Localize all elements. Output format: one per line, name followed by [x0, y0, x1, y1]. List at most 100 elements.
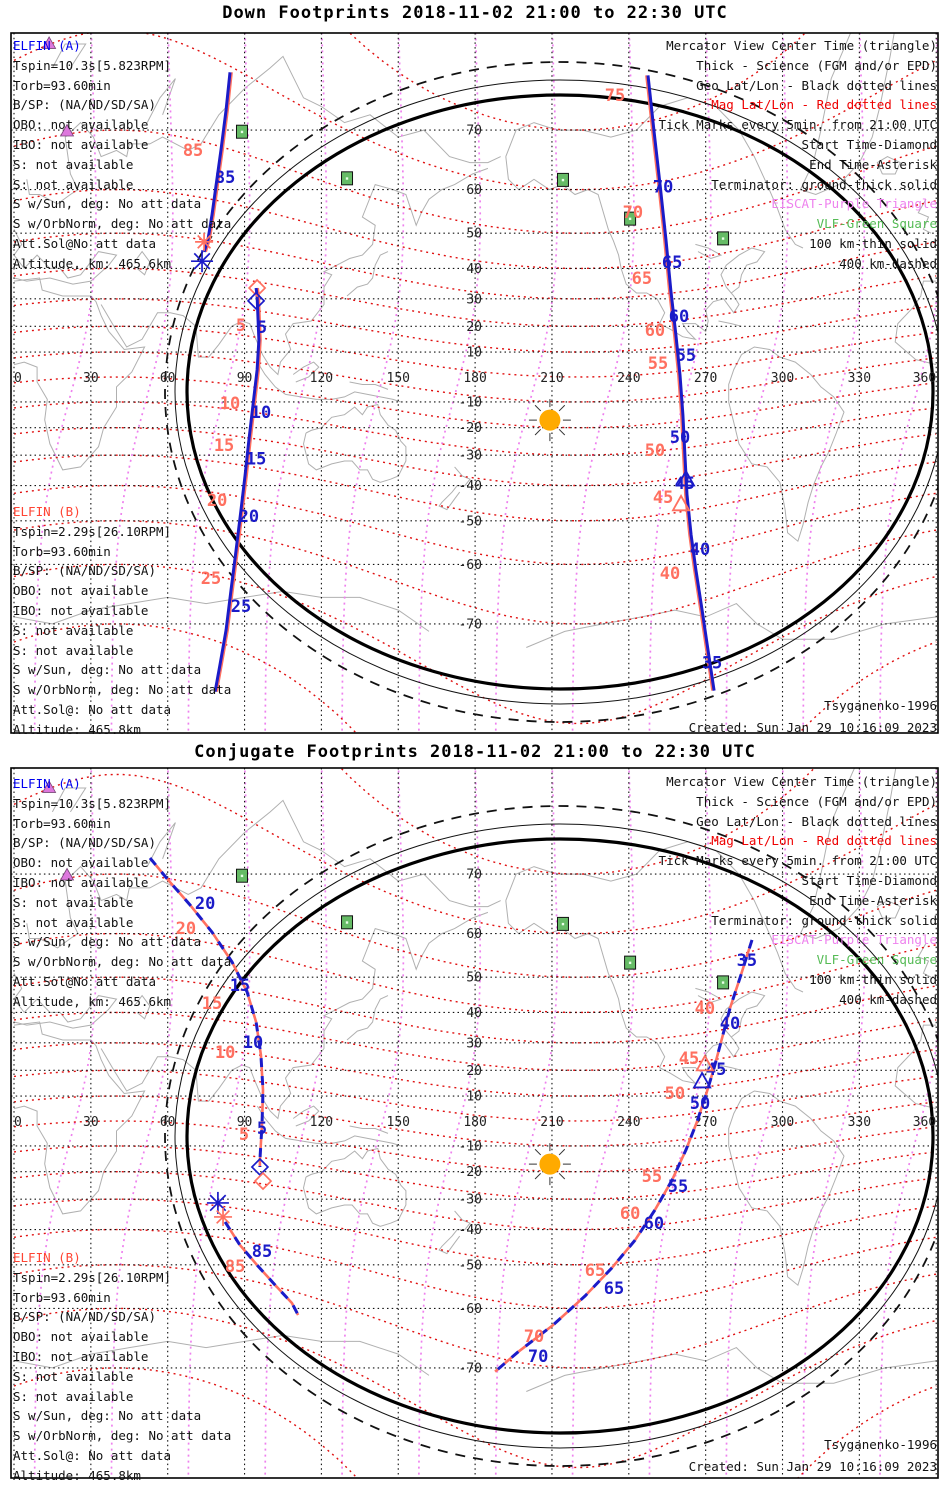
- legend-line: EISCAT-Purple Triangle: [771, 932, 937, 948]
- legend-line: 100 km-thin solid: [809, 235, 937, 251]
- elfin-a-info-conjugate: ELFIN (A) Tspin=10.3s[5.823RPM] Torb=93.60…: [13, 774, 231, 1012]
- info-line: Tspin=10.3s[5.823RPM]: [13, 795, 172, 811]
- tick-minute-label-blue: 50: [670, 428, 690, 448]
- lon-tick-label: 30: [83, 371, 99, 386]
- legend-line: 100 km-thin solid: [809, 971, 937, 987]
- legend-line: Tick Marks every 5min. from 21:00 UTC: [658, 853, 937, 869]
- vlf-site-square: [624, 211, 637, 226]
- vlf-site-square: [717, 975, 730, 990]
- lon-tick-label: 270: [694, 1115, 717, 1130]
- elfin-b-info-down: ELFIN (B) Tspin=2.29s[26.10RPM] Torb=93.60…: [13, 502, 231, 740]
- credit-conjugate: Tsyganenko-1996 Created: Sun Jan 29 10:16…: [689, 1434, 937, 1477]
- tick-minute-label-red: 15: [202, 994, 222, 1014]
- tick-minute-label-blue: 50: [690, 1094, 710, 1114]
- lat-tick-label: 30: [466, 292, 482, 307]
- tick-minute-label-blue: 35: [702, 654, 722, 674]
- info-line: Altitude, km: 465.6km: [13, 993, 172, 1009]
- legend-line: Geo Lat/Lon - Black dotted lines: [696, 813, 937, 829]
- info-line: IBO: not available: [13, 874, 149, 890]
- info-line: Altitude, km: 465.6km: [13, 255, 172, 271]
- lon-tick-label: 90: [237, 1115, 253, 1130]
- lat-tick-label: -10: [459, 1139, 482, 1154]
- tick-minute-label-red: 65: [585, 1261, 605, 1281]
- tick-minute-label-blue: 55: [668, 1177, 688, 1197]
- legend-line: Terminator: ground-thick solid: [711, 176, 937, 192]
- lat-tick-label: 30: [466, 1036, 482, 1051]
- lon-tick-label: 210: [540, 1115, 563, 1130]
- eiscat-site-triangle: [59, 123, 75, 137]
- asterisk-marker-red: [214, 1207, 233, 1226]
- tick-minute-label-red: 45: [679, 1049, 699, 1069]
- tick-minute-label-red: 40: [660, 564, 680, 584]
- sun-icon: [528, 399, 571, 442]
- info-line: Att.Sol@: No att data: [13, 701, 172, 717]
- lat-tick-label: 60: [466, 927, 482, 942]
- info-line: ELFIN (A): [13, 776, 81, 791]
- info-line: Tspin=2.29s[26.10RPM]: [13, 1269, 172, 1285]
- lat-tick-label: 70: [466, 868, 482, 883]
- credit-line: Tsyganenko-1996: [824, 698, 937, 713]
- info-line: Torb=93.60min: [13, 543, 111, 559]
- info-line: S: not available: [13, 1388, 134, 1404]
- lat-tick-label: 60: [466, 183, 482, 198]
- info-line: IBO: not available: [13, 136, 149, 152]
- tick-minute-label-red: 70: [524, 1327, 544, 1347]
- info-line: B/SP: (NA/ND/SD/SA): [13, 835, 156, 851]
- lat-tick-label: 20: [466, 1064, 482, 1079]
- vlf-site-square: [341, 915, 354, 930]
- triangle-marker-blue: [676, 469, 696, 487]
- legend-line: End Time-Asterisk: [809, 892, 937, 908]
- tick-minute-label-blue: 65: [662, 253, 682, 273]
- coastlines: [13, 33, 937, 648]
- vlf-site-square: [341, 171, 354, 186]
- tick-minute-label-red: 5: [236, 316, 246, 336]
- lat-tick-label: -20: [459, 1165, 482, 1180]
- terminator-100km: [174, 823, 938, 1449]
- info-line: S: not available: [13, 642, 134, 658]
- lat-tick-label: 20: [466, 320, 482, 335]
- grid-labels: 70 60 50 40 30 20 10 -10 -20 -30 -40 -50 -60 -70 0 30 60…: [14, 868, 936, 1377]
- info-line: S w/Sun, deg: No att data: [13, 196, 202, 212]
- panel-border-down: [10, 32, 939, 734]
- asterisk-marker-red: [195, 232, 214, 251]
- tick-minute-label-red: 70: [623, 203, 643, 223]
- tick-minute-label-red: 50: [645, 441, 665, 461]
- info-line: Torb=93.60min: [13, 815, 111, 831]
- tick-minute-label-blue: 85: [252, 1242, 272, 1262]
- tick-minute-label-red: 10: [215, 1043, 235, 1063]
- triangle-marker-red: [695, 1054, 715, 1072]
- tick-minute-label-blue: 15: [246, 449, 266, 469]
- diamond-marker-red: [247, 278, 267, 298]
- legend-line: Mercator View Center Time (triangle): [666, 38, 937, 53]
- diamond-marker-blue: [246, 291, 266, 311]
- tick-minute-label-blue: 45: [706, 1060, 726, 1080]
- tick-minute-label-blue: 10: [243, 1033, 263, 1053]
- eiscat-site-triangle: [41, 780, 57, 793]
- info-line: Altitude: 465.8km: [13, 1467, 141, 1483]
- lon-tick-label: 90: [237, 371, 253, 386]
- info-line: S w/OrbNorm, deg: No att data: [13, 1428, 232, 1444]
- tick-minute-label-blue: 20: [195, 894, 215, 914]
- info-line: Tspin=2.29s[26.10RPM]: [13, 523, 172, 539]
- tick-minute-label-red: 10: [220, 394, 240, 414]
- info-line: S w/Sun, deg: No att data: [13, 934, 202, 950]
- vlf-site-square: [556, 916, 569, 931]
- eiscat-site-triangle: [41, 36, 57, 49]
- tick-minute-label-red: 55: [648, 354, 668, 374]
- geo-grid: [11, 768, 938, 1478]
- panel-border-conjugate: [10, 767, 939, 1479]
- elfin-a-info-down: ELFIN (A) Tspin=10.3s[5.823RPM] Torb=93.60…: [13, 36, 231, 274]
- tick-minute-label-red: 55: [642, 1167, 662, 1187]
- credit-line: Created: Sun Jan 29 10:16:09 2023: [688, 1458, 937, 1474]
- lon-tick-label: 60: [160, 371, 176, 386]
- diamond-marker-red: [253, 1171, 273, 1191]
- terminator-100km: [174, 79, 938, 705]
- legend-conjugate: Mercator View Center Time (triangle) Thic…: [659, 772, 937, 1010]
- info-line: ELFIN (A): [13, 38, 81, 53]
- info-line: OBO: not available: [13, 855, 149, 871]
- tick-minute-label-red: 65: [632, 269, 652, 289]
- tick-minute-label-red: 75: [605, 86, 625, 106]
- lat-tick-label: 40: [466, 1006, 482, 1021]
- vlf-site-square: [556, 172, 569, 187]
